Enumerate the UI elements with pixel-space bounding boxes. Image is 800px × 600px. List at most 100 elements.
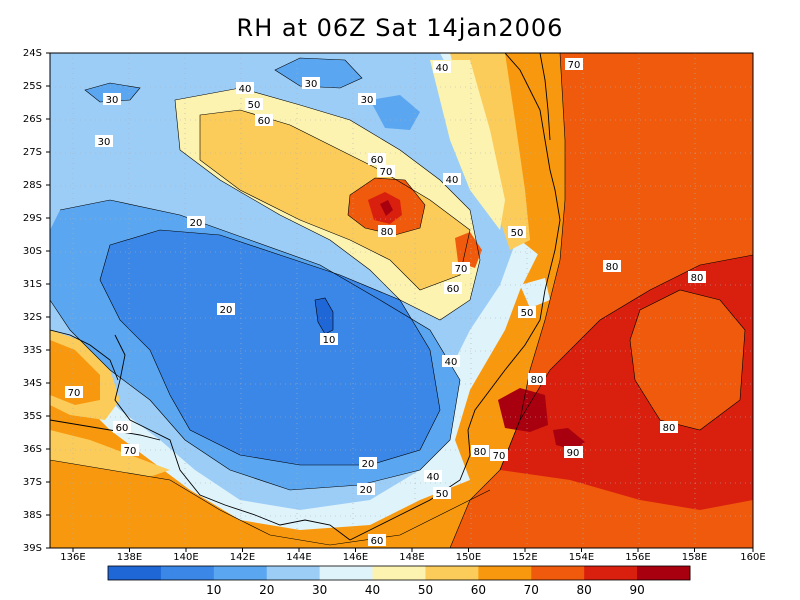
contour-label: 60	[447, 284, 460, 295]
fill-20-30-patch	[85, 83, 140, 102]
contour-label: 70	[68, 388, 81, 399]
y-axis: 24S 25S 26S 27S 28S 29S 30S 31S 32S 33S 34S 35S 36S 3…	[23, 48, 50, 554]
colorbar-label: 20	[259, 583, 274, 597]
x-tick-label: 156E	[625, 552, 650, 563]
fill-above-90-east	[498, 388, 548, 432]
contour-label-bg	[95, 135, 113, 147]
contour-label: 60	[258, 116, 271, 127]
grid-lines	[50, 53, 753, 548]
y-tick-label: 31S	[23, 279, 42, 290]
contour-label: 30	[305, 79, 318, 90]
contour-label-bg	[121, 444, 139, 456]
contour-label-bg	[368, 534, 386, 546]
colorbar-label: 90	[629, 583, 644, 597]
x-tick-label: 146E	[343, 552, 368, 563]
contour-label: 40	[436, 63, 449, 74]
y-tick-label: 37S	[23, 477, 42, 488]
x-tick-label: 140E	[173, 552, 198, 563]
colorbar-label: 60	[471, 583, 486, 597]
plot-frame	[49, 52, 754, 549]
contour-label: 70	[568, 60, 581, 71]
contour-label-bg	[565, 58, 583, 70]
colorbar-label: 10	[206, 583, 221, 597]
contour-label-bg	[433, 487, 451, 499]
contour-label: 70	[493, 451, 506, 462]
colorbar-swatch	[108, 566, 162, 580]
contour-label: 50	[436, 489, 449, 500]
contour-label-bg	[442, 355, 460, 367]
colorbar-label: 70	[524, 583, 539, 597]
x-tick-label: 154E	[569, 552, 594, 563]
contour-label-bg	[490, 449, 508, 461]
colorbar-swatch	[372, 566, 426, 580]
contour-label: 40	[239, 84, 252, 95]
contour-label: 80	[606, 262, 619, 273]
contour-label-bg	[359, 457, 377, 469]
x-tick-label: 160E	[740, 552, 765, 563]
contour-label: 40	[427, 472, 440, 483]
fill-above-90-east2	[553, 428, 585, 450]
colorbar-label: 50	[418, 583, 433, 597]
y-tick-label: 28S	[23, 180, 42, 191]
x-tick-label: 138E	[117, 552, 142, 563]
y-tick-label: 33S	[23, 345, 42, 356]
x-axis: 136E 138E 140E 142E 144E 146E 148E 150E 152E 154E…	[60, 548, 766, 563]
contour-label-bg	[103, 93, 121, 105]
contour-label: 80	[474, 447, 487, 458]
contour-label-bg	[245, 98, 263, 110]
contour-label-bg	[528, 373, 546, 385]
contour-label-bg	[603, 260, 621, 272]
fill-60-70	[200, 110, 470, 290]
x-tick-label: 148E	[399, 552, 424, 563]
contour-labels: 3030303040404040405050505060606060607070…	[65, 58, 706, 547]
y-tick-label: 39S	[23, 543, 42, 554]
y-tick-label: 38S	[23, 510, 42, 521]
contour-label-bg	[377, 165, 395, 177]
contour-label-bg	[65, 386, 83, 398]
contour-label-bg	[444, 282, 462, 294]
colorbar-label: 30	[312, 583, 327, 597]
contour-label-bg	[518, 306, 536, 318]
colorbar-swatch	[319, 566, 374, 580]
contour-label: 40	[445, 357, 458, 368]
contour-label-bg	[471, 445, 489, 457]
contour-label: 70	[124, 446, 137, 457]
contour-label-bg	[508, 226, 526, 238]
fill-20-30-north	[275, 58, 362, 88]
x-tick-label: 136E	[60, 552, 85, 563]
contour-label: 30	[106, 95, 119, 106]
y-tick-label: 27S	[23, 147, 42, 158]
contour-label: 20	[362, 459, 375, 470]
contour-label-bg	[357, 483, 375, 495]
contour-label: 60	[116, 423, 129, 434]
colorbar-swatch	[213, 566, 268, 580]
contour-label: 50	[521, 308, 534, 319]
contour-label: 50	[511, 228, 524, 239]
contour-label-bg	[424, 470, 442, 482]
y-tick-label: 35S	[23, 411, 42, 422]
fill-50-60-north-east	[430, 60, 505, 230]
contour-label: 20	[190, 218, 203, 229]
contour-label: 70	[455, 264, 468, 275]
x-tick-label: 150E	[456, 552, 481, 563]
contour-label: 80	[663, 423, 676, 434]
x-tick-label: 158E	[682, 552, 707, 563]
y-tick-label: 29S	[23, 213, 42, 224]
contour-label: 90	[567, 448, 580, 459]
y-tick-label: 26S	[23, 114, 42, 125]
y-tick-label: 30S	[23, 246, 42, 257]
colorbar-frame	[107, 565, 691, 581]
x-tick-label: 144E	[286, 552, 311, 563]
colorbar-label: 80	[577, 583, 592, 597]
colorbar-swatch	[266, 566, 321, 580]
colorbar: 10 20 30 40 50 60 70 80 90	[107, 565, 691, 597]
contour-label-bg	[113, 421, 131, 433]
x-tick-label: 152E	[512, 552, 537, 563]
contour-label: 60	[371, 536, 384, 547]
colorbar-swatch	[160, 566, 215, 580]
fill-70-80-sw	[50, 340, 100, 405]
y-tick-label: 36S	[23, 444, 42, 455]
contour-label-bg	[660, 421, 678, 433]
fill-80-east-hole	[630, 290, 745, 430]
